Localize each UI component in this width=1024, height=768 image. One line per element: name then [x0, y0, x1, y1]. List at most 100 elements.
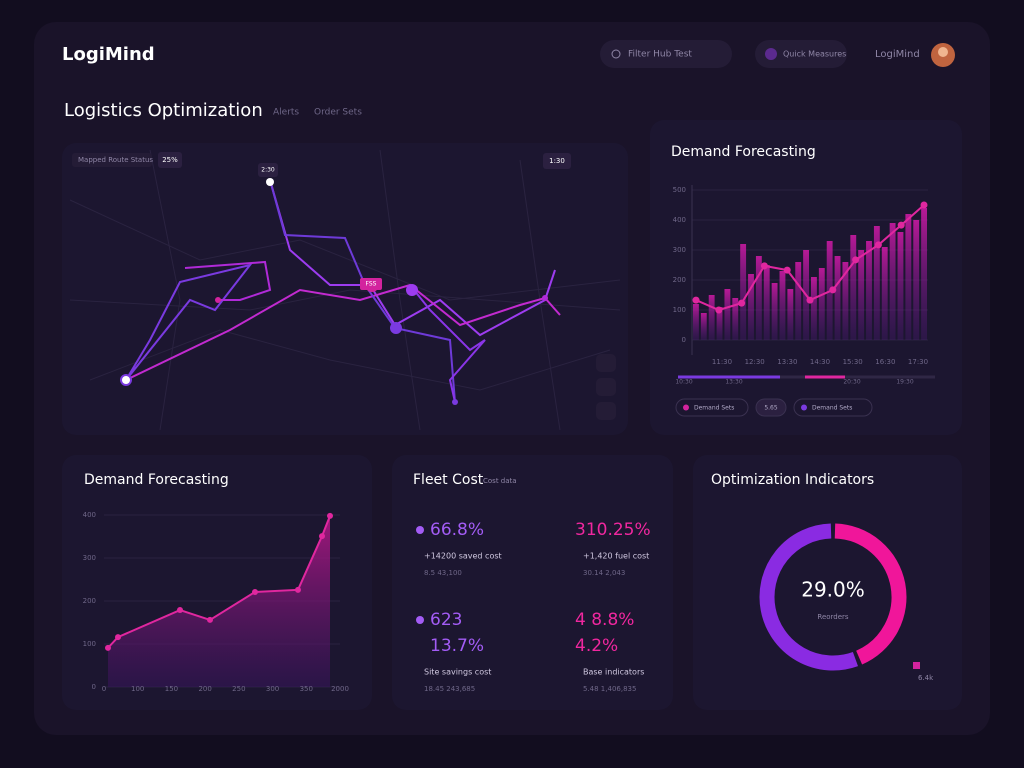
bar: [740, 244, 747, 340]
line-point: [319, 533, 325, 540]
bar: [771, 283, 778, 340]
bar: [811, 277, 817, 340]
metric-sub: 18.45 243,685: [424, 685, 475, 693]
legend-pill[interactable]: [755, 398, 787, 417]
bar: [748, 274, 754, 340]
x-tick-label: 15:30: [843, 358, 863, 366]
legend-dot: [683, 404, 689, 411]
y-tick-label: 100: [673, 306, 686, 314]
x-tick-label: 12:30: [745, 358, 765, 366]
legend-text: Demand Sets: [812, 405, 852, 412]
tab[interactable]: Order Sets: [314, 108, 362, 118]
card-title: Fleet Cost: [413, 472, 484, 488]
map-chip-text: 2:30: [261, 167, 275, 174]
bar: [700, 313, 707, 340]
map-label-box: [72, 153, 152, 167]
map-chip: [258, 163, 278, 177]
x-tick-label: 13:30: [777, 358, 797, 366]
metric-value: 310.25%: [575, 520, 651, 540]
metric-value: 66.8%: [430, 520, 484, 540]
line-point: [327, 512, 333, 519]
bar: [866, 241, 872, 340]
bar: [724, 289, 731, 340]
bar: [716, 307, 723, 340]
map-card: [62, 143, 628, 435]
line-point: [897, 221, 905, 229]
line-point: [738, 299, 746, 307]
bar: [732, 298, 739, 340]
quick-text: Quick Measures: [783, 50, 846, 59]
metric-label: +14200 saved cost: [424, 552, 502, 561]
x-tick-label: 300: [266, 685, 279, 693]
line-point: [105, 644, 111, 651]
metric-icon: [416, 526, 424, 534]
brand: LogiMind: [62, 44, 155, 65]
metric-value: 4 8.8%: [575, 610, 634, 630]
x-tick-label: 2000: [331, 685, 349, 693]
timeline-label: 13:30: [725, 379, 742, 386]
legend-dot: [801, 404, 807, 411]
route-node[interactable]: [390, 322, 402, 334]
line-point: [874, 241, 882, 249]
x-tick-label: 0: [102, 685, 106, 693]
map-control[interactable]: [596, 378, 616, 396]
user-name: LogiMind: [875, 49, 920, 60]
line-point: [252, 588, 258, 595]
line-point: [177, 607, 183, 614]
map-chip[interactable]: [543, 153, 571, 169]
donut-caption: Reorders: [817, 613, 849, 621]
legend-text: Demand Sets: [694, 405, 734, 412]
tab[interactable]: Alerts: [273, 108, 299, 118]
map-chip-text: 1:30: [549, 157, 565, 165]
avatar-face: [938, 47, 948, 57]
bar: [913, 220, 920, 340]
x-tick-label: 17:30: [908, 358, 928, 366]
fleet-card: [392, 455, 673, 710]
bar: [787, 289, 794, 340]
card-title: Optimization Indicators: [711, 472, 874, 488]
card-subtitle: Cost data: [483, 477, 517, 485]
quick-icon: [765, 48, 777, 60]
x-tick-label: 100: [131, 685, 144, 693]
map-control[interactable]: [596, 354, 616, 372]
map-control[interactable]: [596, 402, 616, 420]
x-tick-label: 150: [165, 685, 178, 693]
indicators-card: [693, 455, 962, 710]
route-node: [452, 399, 458, 405]
bar: [763, 265, 770, 340]
legend-pill[interactable]: [793, 398, 873, 417]
bar: [873, 226, 880, 340]
route-node[interactable]: [120, 374, 132, 386]
quick-button[interactable]: [755, 40, 847, 68]
metric-label: Site savings cost: [424, 668, 491, 677]
bar: [795, 262, 802, 340]
y-tick-label: 0: [682, 336, 686, 344]
line-point: [829, 286, 837, 294]
y-tick-label: 400: [673, 216, 686, 224]
search-icon: [611, 49, 621, 59]
x-tick-label: 11:30: [712, 358, 732, 366]
y-tick-label: 500: [673, 186, 686, 194]
bar: [779, 271, 786, 340]
donut-segment: [834, 523, 907, 665]
line-point: [715, 306, 723, 314]
legend-text: 5.65: [764, 405, 778, 412]
route-node[interactable]: [266, 178, 274, 186]
line-point: [760, 262, 768, 270]
metric-value: 4.2%: [575, 636, 618, 656]
line-point: [295, 586, 301, 593]
line-point: [115, 634, 121, 641]
map-streets: [69, 149, 621, 431]
line-point: [783, 266, 791, 274]
route-node[interactable]: [406, 284, 418, 296]
y-tick-label: 400: [83, 511, 96, 519]
search-text: Filter Hub Test: [628, 50, 692, 60]
metric-label: +1,420 fuel cost: [583, 552, 649, 561]
bar: [755, 256, 762, 340]
legend-pill[interactable]: [675, 398, 749, 417]
search-box[interactable]: [600, 40, 732, 68]
map-tag-text: FSS: [366, 281, 377, 288]
metric-icon: [416, 616, 424, 624]
bar: [881, 247, 888, 340]
